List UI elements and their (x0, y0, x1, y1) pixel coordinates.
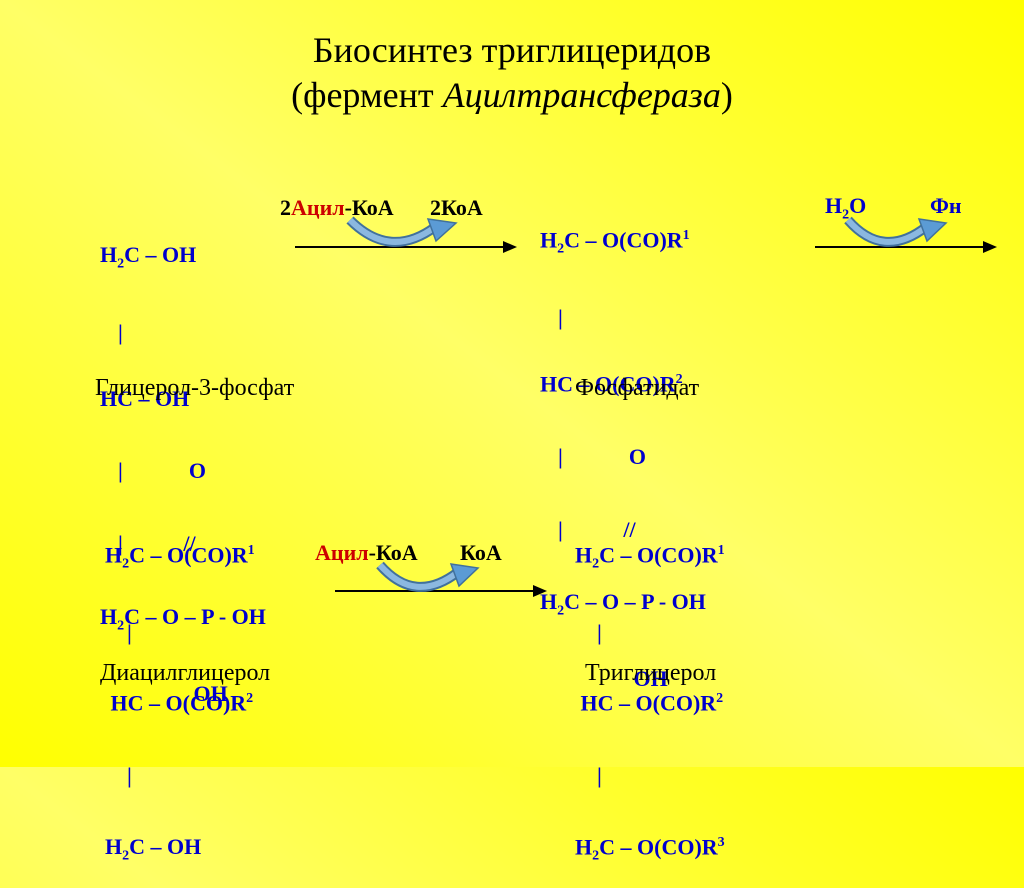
label-triglycerol: Триглицерол (585, 660, 716, 687)
reaction-arrow-3-head (533, 585, 547, 597)
curve-arrow-3 (370, 560, 500, 600)
label-phosphatidate: Фосфатидат (575, 375, 699, 402)
label-diacylglycerol: Диацилглицерол (100, 660, 270, 687)
slide-title: Биосинтез триглицеридов (фермент Ацилтра… (0, 0, 1024, 118)
label-glycerol-3-phosphate: Глицерол-3-фосфат (95, 375, 294, 402)
curve-arrow-1 (340, 215, 480, 255)
reaction-arrow-1-head (503, 241, 517, 253)
title-line-2: (фермент Ацилтрансфераза) (0, 73, 1024, 118)
molecule-triglycerol: H2C – O(CO)R1 | HC – O(CO)R2 | H2C – O(C… (575, 495, 725, 888)
reaction-arrow-2-head (983, 241, 997, 253)
curve-arrow-2 (838, 215, 968, 255)
molecule-diacylglycerol: H2C – O(CO)R1 | HC – O(CO)R2 | H2C – OH (105, 495, 255, 887)
title-line-1: Биосинтез триглицеридов (0, 28, 1024, 73)
